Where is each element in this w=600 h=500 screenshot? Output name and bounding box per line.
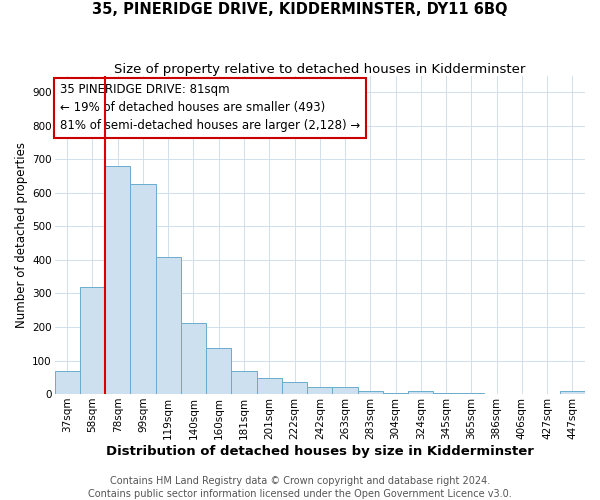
Bar — [358, 390, 383, 394]
Title: Size of property relative to detached houses in Kidderminster: Size of property relative to detached ho… — [114, 62, 526, 76]
Text: 35, PINERIDGE DRIVE, KIDDERMINSTER, DY11 6BQ: 35, PINERIDGE DRIVE, KIDDERMINSTER, DY11… — [92, 2, 508, 18]
Bar — [408, 390, 433, 394]
Text: Contains HM Land Registry data © Crown copyright and database right 2024.
Contai: Contains HM Land Registry data © Crown c… — [88, 476, 512, 499]
Bar — [257, 378, 282, 394]
Bar — [560, 392, 585, 394]
Bar — [332, 386, 358, 394]
Bar — [433, 392, 459, 394]
Bar — [206, 348, 232, 394]
Bar — [181, 323, 206, 394]
Bar — [383, 393, 408, 394]
Bar — [130, 184, 155, 394]
Bar — [282, 382, 307, 394]
Text: 35 PINERIDGE DRIVE: 81sqm
← 19% of detached houses are smaller (493)
81% of semi: 35 PINERIDGE DRIVE: 81sqm ← 19% of detac… — [60, 84, 360, 132]
Bar — [307, 386, 332, 394]
Bar — [80, 286, 105, 394]
Bar — [232, 371, 257, 394]
Bar — [55, 370, 80, 394]
Bar — [105, 166, 130, 394]
Y-axis label: Number of detached properties: Number of detached properties — [15, 142, 28, 328]
Bar — [155, 256, 181, 394]
X-axis label: Distribution of detached houses by size in Kidderminster: Distribution of detached houses by size … — [106, 444, 534, 458]
